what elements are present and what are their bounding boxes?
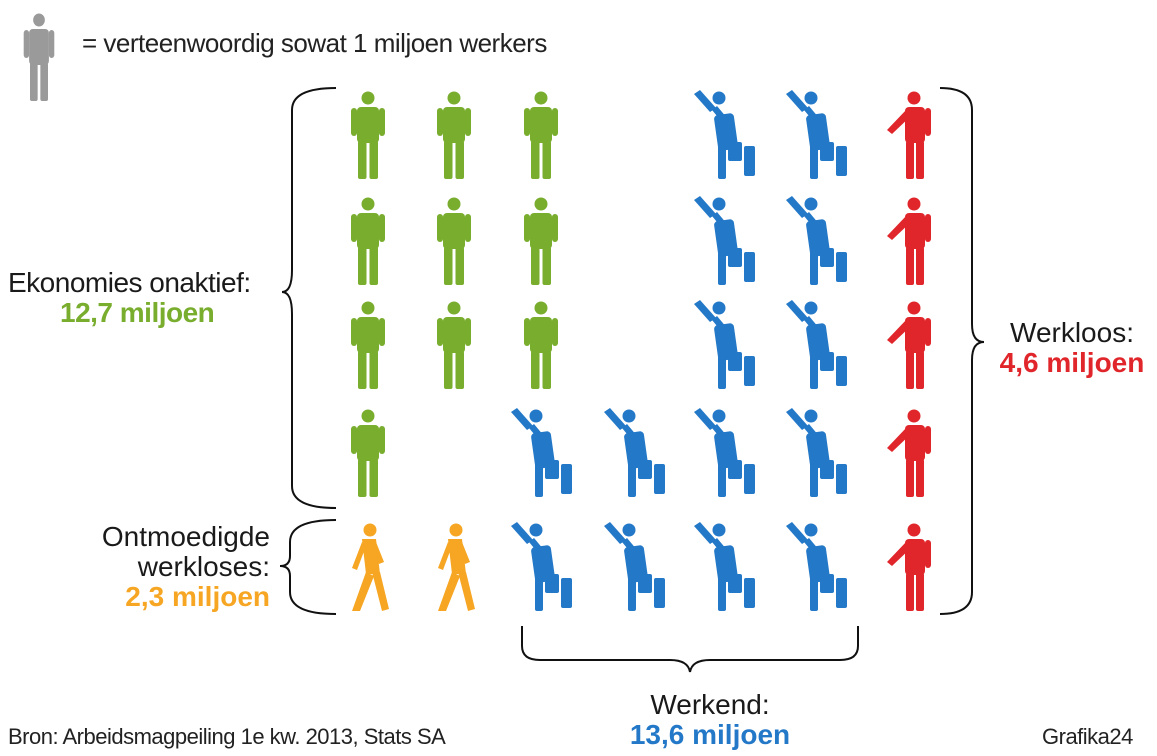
inactive-person-icon	[351, 301, 385, 389]
employed-brace	[521, 626, 859, 673]
discouraged-brace	[279, 519, 337, 615]
employed-person-icon	[511, 522, 572, 611]
inactive-person-icon	[437, 301, 471, 389]
unemployed-label: Werkloos:	[1010, 317, 1134, 348]
discouraged-person-icon	[438, 523, 475, 611]
inactive-person-icon	[437, 197, 471, 285]
inactive-person-icon	[437, 91, 471, 179]
inactive-label: Ekonomies onaktief:	[8, 267, 251, 298]
inactive-person-icon	[524, 197, 558, 285]
unemployed-brace	[939, 87, 985, 615]
employed-person-icon	[786, 408, 847, 497]
employed-person-icon	[694, 196, 755, 285]
unemployed-person-icon	[887, 197, 931, 285]
inactive-person-icon	[351, 409, 385, 497]
discouraged-label-line2: werkloses:	[137, 551, 270, 582]
legend-person-icon	[23, 13, 55, 101]
source-note: Bron: Arbeidsmagpeiling 1e kw. 2013, Sta…	[8, 724, 446, 749]
pictogram-grid	[351, 90, 931, 611]
employed-person-icon	[786, 300, 847, 389]
discouraged-person-icon	[352, 523, 389, 611]
inactive-person-icon	[351, 91, 385, 179]
unemployed-person-icon	[887, 523, 931, 611]
employed-label-block: Werkend: 13,6 miljoen	[610, 690, 810, 750]
inactive-brace	[281, 87, 337, 509]
discouraged-label-line1: Ontmoedigde	[101, 521, 270, 552]
discouraged-label-block: Ontmoedigde werkloses: 2,3 miljoen	[102, 522, 270, 612]
discouraged-value: 2,3 miljoen	[125, 581, 270, 612]
employed-value: 13,6 miljoen	[629, 719, 791, 750]
inactive-value: 12,7 miljoen	[60, 297, 215, 328]
employed-person-icon	[694, 408, 755, 497]
legend-text: = verteenwoordig sowat 1 miljoen werkers	[82, 28, 547, 58]
unemployed-person-icon	[887, 301, 931, 389]
unemployed-person-icon	[887, 409, 931, 497]
employed-person-icon	[604, 408, 665, 497]
inactive-person-icon	[524, 301, 558, 389]
employed-person-icon	[694, 300, 755, 389]
employed-person-icon	[694, 522, 755, 611]
unemployed-value: 4,6 miljoen	[999, 347, 1145, 378]
employed-person-icon	[511, 408, 572, 497]
employed-label: Werkend:	[650, 689, 770, 720]
employed-person-icon	[694, 90, 755, 179]
employed-person-icon	[786, 90, 847, 179]
unemployed-label-block: Werkloos: 4,6 miljoen	[992, 318, 1152, 378]
employed-person-icon	[786, 522, 847, 611]
credit-label: Grafika24	[1042, 724, 1133, 749]
inactive-person-icon	[524, 91, 558, 179]
unemployed-person-icon	[887, 91, 931, 179]
employed-person-icon	[604, 522, 665, 611]
inactive-person-icon	[351, 197, 385, 285]
employed-person-icon	[786, 196, 847, 285]
